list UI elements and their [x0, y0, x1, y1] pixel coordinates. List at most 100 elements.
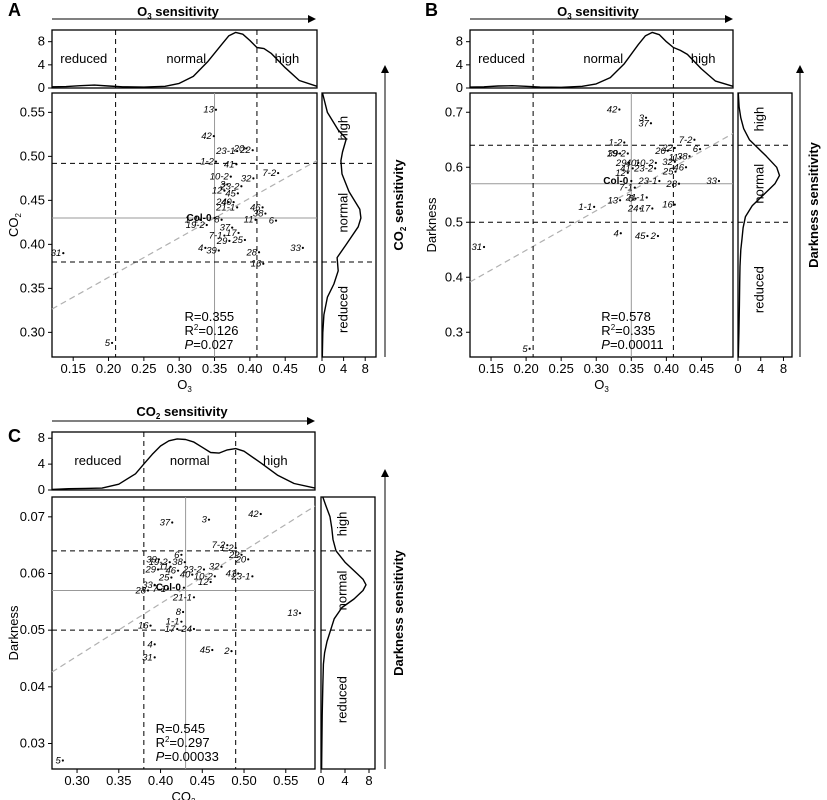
y-tick-label: 0.50: [20, 148, 45, 163]
point-label: 3: [639, 113, 645, 124]
side-density-curve: [320, 496, 367, 770]
density-x-tick-label: 8: [780, 361, 787, 376]
data-point: [192, 627, 196, 631]
side-density-title: Darkness sensitivity: [391, 549, 406, 676]
point-label: 4: [147, 639, 152, 650]
x-tick-label: 0.30: [584, 361, 609, 376]
data-point: [626, 171, 629, 174]
point-label: 20: [235, 554, 247, 565]
data-point: [212, 135, 215, 138]
point-label: 23-2: [633, 163, 654, 174]
point-label: 23-2: [182, 565, 203, 576]
data-point: [618, 199, 622, 202]
data-point: [688, 155, 691, 158]
region-label: normal: [583, 51, 623, 66]
point-label: 6: [693, 144, 699, 155]
point-label: 19-2: [607, 149, 627, 160]
x-tick-label: 0.35: [202, 361, 227, 376]
point-label: 23-1: [230, 571, 250, 582]
data-point: [236, 192, 239, 195]
data-point: [674, 170, 677, 173]
point-label: 7-2: [212, 540, 226, 551]
data-point: [618, 108, 621, 111]
side-density-frame: [321, 92, 377, 358]
point-label: 23-1: [215, 146, 235, 157]
data-point: [182, 586, 186, 589]
data-point: [654, 167, 657, 170]
scatter-frame: [469, 92, 734, 358]
point-label: Col-0: [156, 583, 181, 594]
data-point: [180, 620, 183, 623]
x-tick-label: 0.30: [167, 361, 192, 376]
region-label: normal: [334, 571, 349, 611]
density-y-tick-label: 0: [38, 482, 45, 497]
top-density-curve: [51, 31, 318, 88]
density-x-tick-label: 8: [365, 773, 372, 788]
data-point: [232, 201, 235, 204]
data-point: [240, 185, 243, 188]
point-label: 11: [159, 562, 169, 573]
data-point: [62, 252, 65, 255]
data-point: [623, 141, 626, 144]
data-point: [204, 246, 207, 249]
panel-label: A: [8, 0, 21, 20]
point-label: 29: [144, 565, 156, 576]
data-point: [223, 189, 226, 192]
point-label: 28: [134, 586, 146, 597]
panel-c: C 0.30 0.35 0.40 0.45 0.50 0.55 0.03 0.04 0.05 0.0…: [6, 404, 406, 800]
density-y-tick-label: 0: [456, 80, 463, 95]
density-y-tick-label: 0: [38, 80, 45, 95]
point-label: 39: [146, 554, 157, 565]
top-arrow-head: [308, 15, 316, 23]
data-point: [673, 146, 676, 150]
data-point: [644, 116, 648, 119]
point-label: 13: [287, 608, 298, 619]
x-tick-label: 0.30: [64, 773, 89, 788]
side-density-frame: [737, 92, 793, 358]
point-label: 21-1: [172, 592, 192, 603]
point-label: 22: [239, 145, 251, 156]
data-point: [192, 596, 196, 599]
data-point: [237, 572, 240, 575]
data-point: [631, 167, 634, 170]
point-label: 6: [269, 216, 275, 227]
y-tick-label: 0.07: [20, 509, 45, 524]
top-arrow-head: [725, 15, 733, 23]
region-label: high: [751, 107, 766, 132]
y-tick-label: 0.3: [445, 324, 463, 339]
data-point: [245, 147, 248, 150]
region-label: normal: [335, 193, 350, 233]
data-point: [593, 205, 596, 208]
point-label: 31: [51, 248, 62, 259]
data-point: [231, 226, 234, 229]
x-tick-label: 0.15: [478, 361, 503, 376]
data-point: [217, 249, 220, 252]
point-label: 45: [635, 231, 646, 242]
stat-text: P=0.027: [185, 337, 234, 352]
point-label: 23-1: [637, 176, 657, 187]
data-point: [666, 149, 669, 152]
y-tick-label: 0.6: [445, 159, 463, 174]
density-y-tick-label: 8: [38, 430, 45, 445]
region-label: normal: [751, 164, 766, 204]
point-label: 32: [209, 562, 220, 573]
region-label: reduced: [478, 51, 525, 66]
point-label: 1-1: [166, 617, 180, 628]
point-label: 42: [248, 509, 259, 520]
point-label: Col-0: [187, 213, 212, 224]
data-point: [153, 643, 156, 646]
data-point: [170, 576, 173, 579]
point-label: 40: [221, 197, 232, 208]
top-density-curve: [51, 438, 316, 491]
data-point: [235, 163, 238, 166]
region-label: high: [263, 453, 288, 468]
data-point: [254, 218, 257, 221]
point-label: 42: [607, 105, 618, 116]
data-point: [259, 512, 262, 516]
point-label: 46: [250, 202, 261, 213]
region-label: reduced: [751, 266, 766, 313]
data-point: [627, 161, 630, 164]
region-label: normal: [166, 51, 206, 66]
data-point: [146, 589, 150, 592]
point-label: 45: [200, 645, 211, 656]
